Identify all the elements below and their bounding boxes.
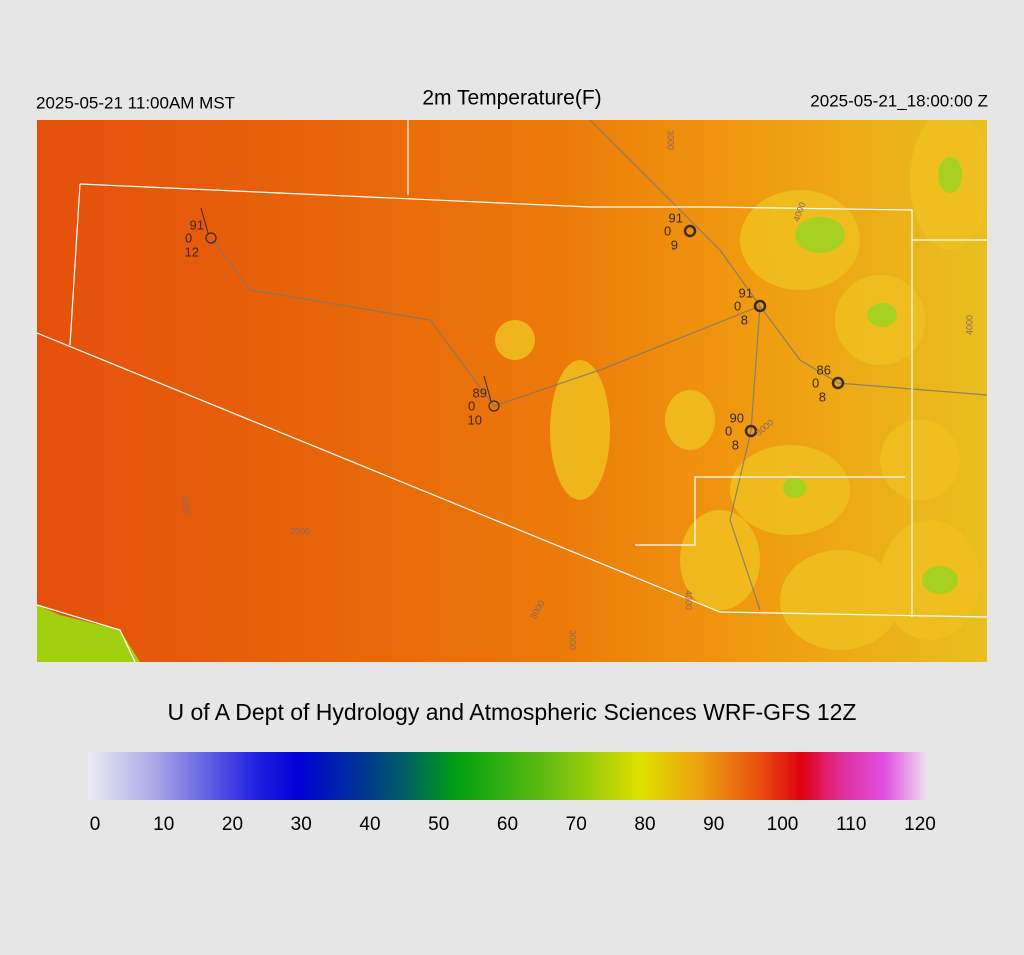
station-temperature: 86 xyxy=(817,362,831,377)
contour-label: 3000 xyxy=(568,630,578,650)
contour-label: 4000 xyxy=(684,590,694,610)
station-circle xyxy=(744,424,758,438)
wind-barb xyxy=(483,375,492,402)
station-value: 12 xyxy=(185,244,199,259)
station-value: 10 xyxy=(468,412,482,427)
station-value: 9 xyxy=(671,237,678,252)
colorbar-tick-label: 20 xyxy=(222,814,243,835)
colorbar-tick-label: 0 xyxy=(90,814,101,835)
colorbar-tick-label: 120 xyxy=(904,814,936,835)
roads xyxy=(210,120,987,611)
map-title: 2m Temperature(F) xyxy=(422,87,601,110)
contour-label: 2000 xyxy=(290,526,310,536)
contour-label: 3000 xyxy=(666,130,676,150)
station-value: 0 xyxy=(185,230,192,245)
station-temperature: 91 xyxy=(190,217,204,232)
colorbar xyxy=(88,752,927,800)
cool-peaks xyxy=(783,157,962,594)
station-value: 0 xyxy=(664,223,671,238)
station-value: 0 xyxy=(734,298,741,313)
station-value: 8 xyxy=(819,389,826,404)
station-circle xyxy=(831,376,845,390)
colorbar-tick-label: 10 xyxy=(153,814,174,835)
colorbar-ticks: 0 10 20 30 40 50 60 70 80 90 100 110 120 xyxy=(90,814,936,835)
colorbar-tick-label: 40 xyxy=(359,814,380,835)
map xyxy=(37,120,987,662)
station-circle xyxy=(683,224,697,238)
contour-label: 2000 xyxy=(179,494,192,515)
colorbar-tick-label: 50 xyxy=(428,814,449,835)
station-circle xyxy=(753,299,767,313)
station-temperature: 91 xyxy=(669,210,683,225)
credit: U of A Dept of Hydrology and Atmospheric… xyxy=(167,699,856,725)
station-value: 0 xyxy=(725,423,732,438)
ocean-area xyxy=(37,605,140,662)
colorbar-tick-label: 60 xyxy=(497,814,518,835)
station-temperature: 91 xyxy=(739,285,753,300)
colorbar-tick-label: 70 xyxy=(566,814,587,835)
colorbar-tick-label: 80 xyxy=(634,814,655,835)
station-temperature: 90 xyxy=(730,410,744,425)
station-temperature: 89 xyxy=(473,385,487,400)
valid-time-local: 2025-05-21 11:00AM MST xyxy=(36,93,235,112)
colorbar-tick-label: 30 xyxy=(291,814,312,835)
station-value: 8 xyxy=(732,437,739,452)
boundaries xyxy=(37,120,987,662)
station-value: 0 xyxy=(468,398,475,413)
colorbar-tick-label: 90 xyxy=(703,814,724,835)
wind-barb xyxy=(200,207,209,234)
colorbar-tick-label: 100 xyxy=(767,814,799,835)
cooler-areas xyxy=(495,120,987,650)
station-circle xyxy=(205,232,217,244)
contour-label: 4000 xyxy=(964,315,974,335)
colorbar-tick-label: 110 xyxy=(836,814,866,835)
station-circle xyxy=(488,400,500,412)
station-value: 8 xyxy=(741,312,748,327)
valid-time-utc: 2025-05-21_18:00:00 Z xyxy=(810,91,988,110)
station-value: 0 xyxy=(812,375,819,390)
